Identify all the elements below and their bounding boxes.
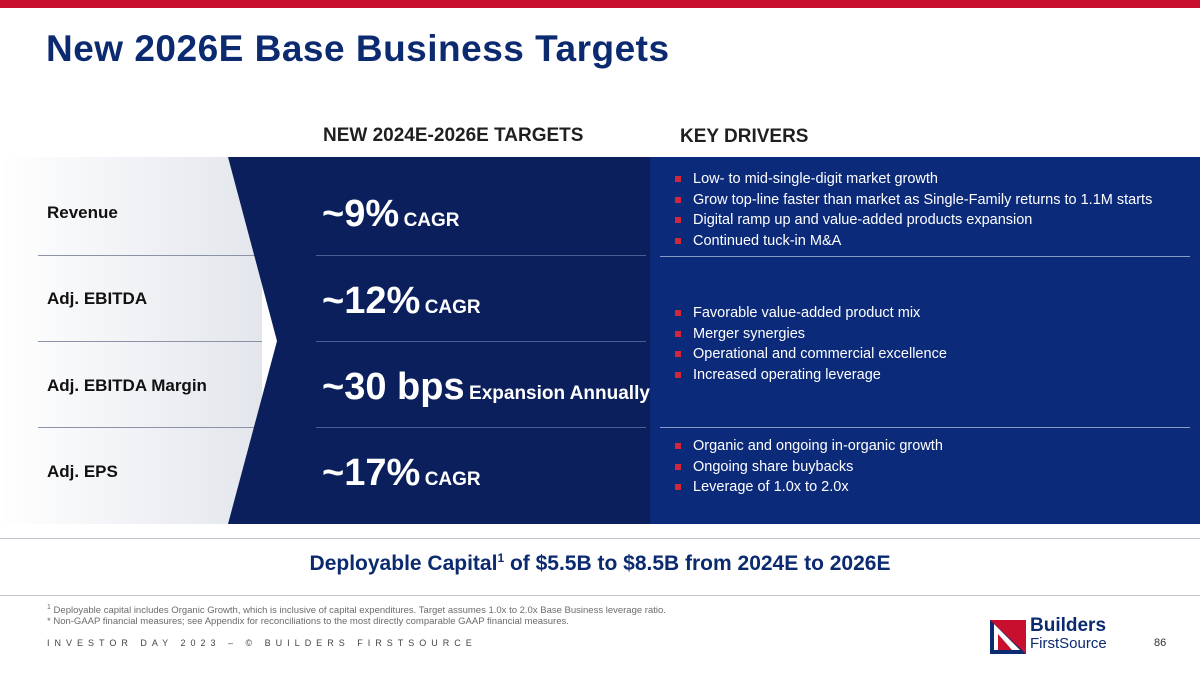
bullet-icon [675,371,681,378]
target-value: ~30 bps [322,366,465,408]
divider [316,341,646,342]
target-adj-ebitda: ~12% CAGR [322,280,481,323]
driver-item: Low- to mid-single-digit market growth [675,169,1152,190]
driver-item: Leverage of 1.0x to 2.0x [675,477,943,498]
driver-item: Grow top-line faster than market as Sing… [675,190,1152,211]
bullet-icon [675,217,681,224]
bullet-icon [675,310,681,316]
target-adj-ebitda-margin: ~30 bps Expansion Annually [322,366,650,409]
divider [0,538,1200,539]
divider [38,427,262,428]
divider [0,595,1200,596]
metric-labels-panel [0,157,262,524]
divider [660,256,1190,257]
target-revenue: ~9% CAGR [322,193,460,236]
divider [38,255,262,256]
bullet-icon [675,330,681,337]
metric-label-adj-eps: Adj. EPS [47,462,118,481]
target-unit: CAGR [403,210,460,231]
targets-chevron-panel [228,157,654,524]
target-unit: Expansion Annually [469,383,650,404]
bullet-icon [675,237,681,244]
builders-firstsource-logo-icon [990,620,1026,654]
target-unit: CAGR [424,469,481,490]
metric-label-revenue: Revenue [47,203,118,222]
key-drivers-panel: Low- to mid-single-digit market growth G… [650,157,1200,524]
target-value: ~12% [322,280,421,322]
divider [316,427,646,428]
driver-item: Increased operating leverage [675,365,947,386]
driver-group-eps: Organic and ongoing in-organic growth On… [675,436,943,498]
drivers-column-header: KEY DRIVERS [680,126,809,147]
driver-item: Favorable value-added product mix [675,303,947,324]
logo-wordmark: Builders FirstSource [1030,615,1107,652]
divider [316,255,646,256]
bullet-icon [675,176,681,182]
driver-item: Ongoing share buybacks [675,457,943,478]
target-value: ~17% [322,452,421,494]
driver-item: Operational and commercial excellence [675,344,947,365]
divider [660,427,1190,428]
target-adj-eps: ~17% CAGR [322,452,481,495]
deployable-capital-statement: Deployable Capital1 of $5.5B to $8.5B fr… [309,551,891,575]
metric-label-adj-ebitda-margin: Adj. EBITDA Margin [47,376,207,395]
bullet-icon [675,443,681,449]
driver-item: Digital ramp up and value-added products… [675,210,1152,231]
bullet-icon [675,196,681,203]
top-accent-bar [0,0,1200,8]
bullet-icon [675,351,681,358]
page-number: 86 [1154,637,1167,649]
divider [38,341,262,342]
metric-label-adj-ebitda: Adj. EBITDA [47,289,148,308]
targets-column-header: NEW 2024E-2026E TARGETS [323,125,584,146]
footer-tagline: INVESTOR DAY 2023 – © BUILDERS FIRSTSOUR… [47,638,477,648]
footnote-1: 1 Deployable capital includes Organic Gr… [47,604,666,617]
target-value: ~9% [322,193,400,235]
target-unit: CAGR [424,297,481,318]
page-title: New 2026E Base Business Targets [46,28,670,69]
bullet-icon [675,463,681,470]
driver-item: Organic and ongoing in-organic growth [675,436,943,457]
footnote-2: * Non-GAAP financial measures; see Appen… [47,616,569,627]
bullet-icon [675,484,681,491]
driver-group-revenue: Low- to mid-single-digit market growth G… [675,169,1152,251]
driver-item: Continued tuck-in M&A [675,231,1152,252]
driver-item: Merger synergies [675,324,947,345]
driver-group-ebitda: Favorable value-added product mix Merger… [675,303,947,385]
